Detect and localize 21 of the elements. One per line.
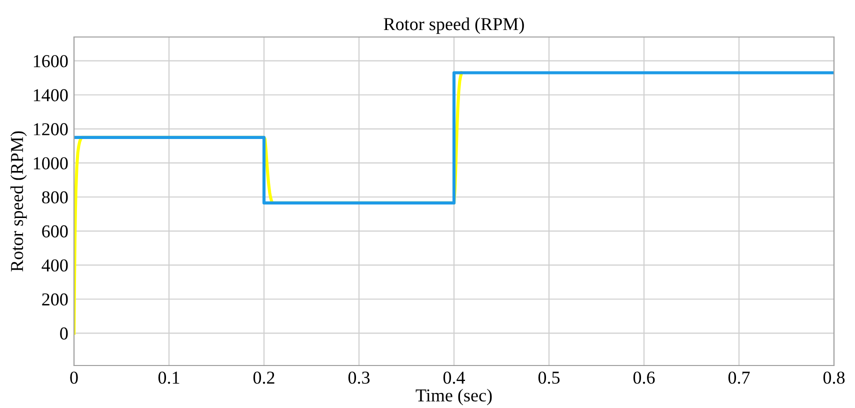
- y-tick-label: 0: [60, 327, 68, 340]
- x-tick-label: 0.7: [728, 372, 750, 384]
- chart-title: Rotor speed (RPM): [384, 18, 524, 34]
- y-tick-label: 1400: [34, 89, 68, 102]
- y-tick-label: 1600: [34, 55, 68, 68]
- x-tick-label: 0.6: [633, 372, 655, 384]
- x-tick-label: 0: [70, 372, 78, 384]
- y-tick-label: 200: [42, 293, 68, 306]
- y-tick-label: 1000: [34, 157, 68, 170]
- x-tick-label: 0.3: [348, 372, 370, 384]
- x-tick-label: 0.1: [158, 372, 180, 384]
- y-axis-title: Rotor speed (RPM): [10, 131, 27, 272]
- x-tick-label: 0.8: [823, 372, 845, 384]
- x-tick-label: 0.5: [538, 372, 560, 384]
- y-tick-label: 400: [42, 259, 68, 272]
- x-axis-title: Time (sec): [416, 388, 492, 406]
- x-tick-label: 0.4: [443, 372, 466, 384]
- y-tick-label: 800: [42, 191, 68, 204]
- x-tick-label: 0.2: [253, 372, 274, 384]
- y-tick-label: 1200: [34, 123, 68, 136]
- y-tick-label: 600: [42, 225, 68, 238]
